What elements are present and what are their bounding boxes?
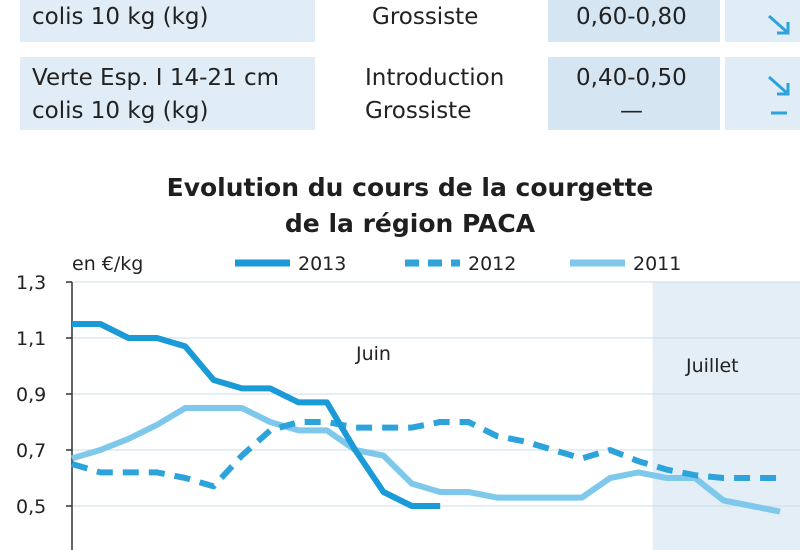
chart-title: Evolution du cours de la courgette <box>166 173 654 202</box>
y-tick-label: 0,5 <box>16 496 46 518</box>
price-cell: 0,60-0,80 <box>576 4 687 30</box>
july-band <box>652 282 800 550</box>
series-line-2012 <box>71 419 780 490</box>
y-tick-label: 1,3 <box>16 272 46 294</box>
price-table: colis 10 kg (kg) Grossiste 0,60-0,80 Ver… <box>20 0 800 150</box>
grid <box>72 281 800 507</box>
product-cell: colis 10 kg (kg) <box>32 4 209 30</box>
product-cell: Verte Esp. I 14-21 cm <box>32 65 280 91</box>
stage-cell: Grossiste <box>372 4 479 30</box>
stage-cell: Introduction <box>365 65 505 91</box>
legend-label-2012: 2012 <box>468 253 516 275</box>
y-axis-label: en €/kg <box>72 253 143 275</box>
chart: Evolution du cours de la courgette de la… <box>0 160 800 550</box>
trend-stable-icon <box>771 111 787 115</box>
y-tick-label: 0,9 <box>16 384 46 406</box>
price-cell: — <box>620 98 643 124</box>
annotation-juin: Juin <box>355 343 391 365</box>
chart-title: de la région PACA <box>284 209 536 238</box>
trend-down-icon <box>768 14 790 35</box>
y-tick-label: 0,7 <box>16 440 46 462</box>
table-row: colis 10 kg (kg) Grossiste 0,60-0,80 <box>20 0 800 42</box>
y-ticks: 0,30,50,70,91,11,3 <box>16 272 72 518</box>
stage-cell: Grossiste <box>365 98 472 124</box>
line-chart-svg: 0,30,50,70,91,11,3 en €/kg 201320122011 … <box>16 253 800 550</box>
series <box>71 321 781 515</box>
legend-label-2011: 2011 <box>633 253 681 275</box>
price-cell: 0,40-0,50 <box>576 65 687 91</box>
product-cell: colis 10 kg (kg) <box>32 98 209 124</box>
annotation-juillet: Juillet <box>685 355 739 377</box>
y-tick-label: 1,1 <box>16 328 46 350</box>
legend: 2013 2012 2011 <box>235 253 681 275</box>
series-line-2013 <box>72 321 441 509</box>
trend-down-icon <box>768 75 790 96</box>
table-row: Verte Esp. I 14-21 cm colis 10 kg (kg) I… <box>20 57 800 130</box>
series-line-2011 <box>71 405 781 515</box>
legend-label-2013: 2013 <box>298 253 346 275</box>
